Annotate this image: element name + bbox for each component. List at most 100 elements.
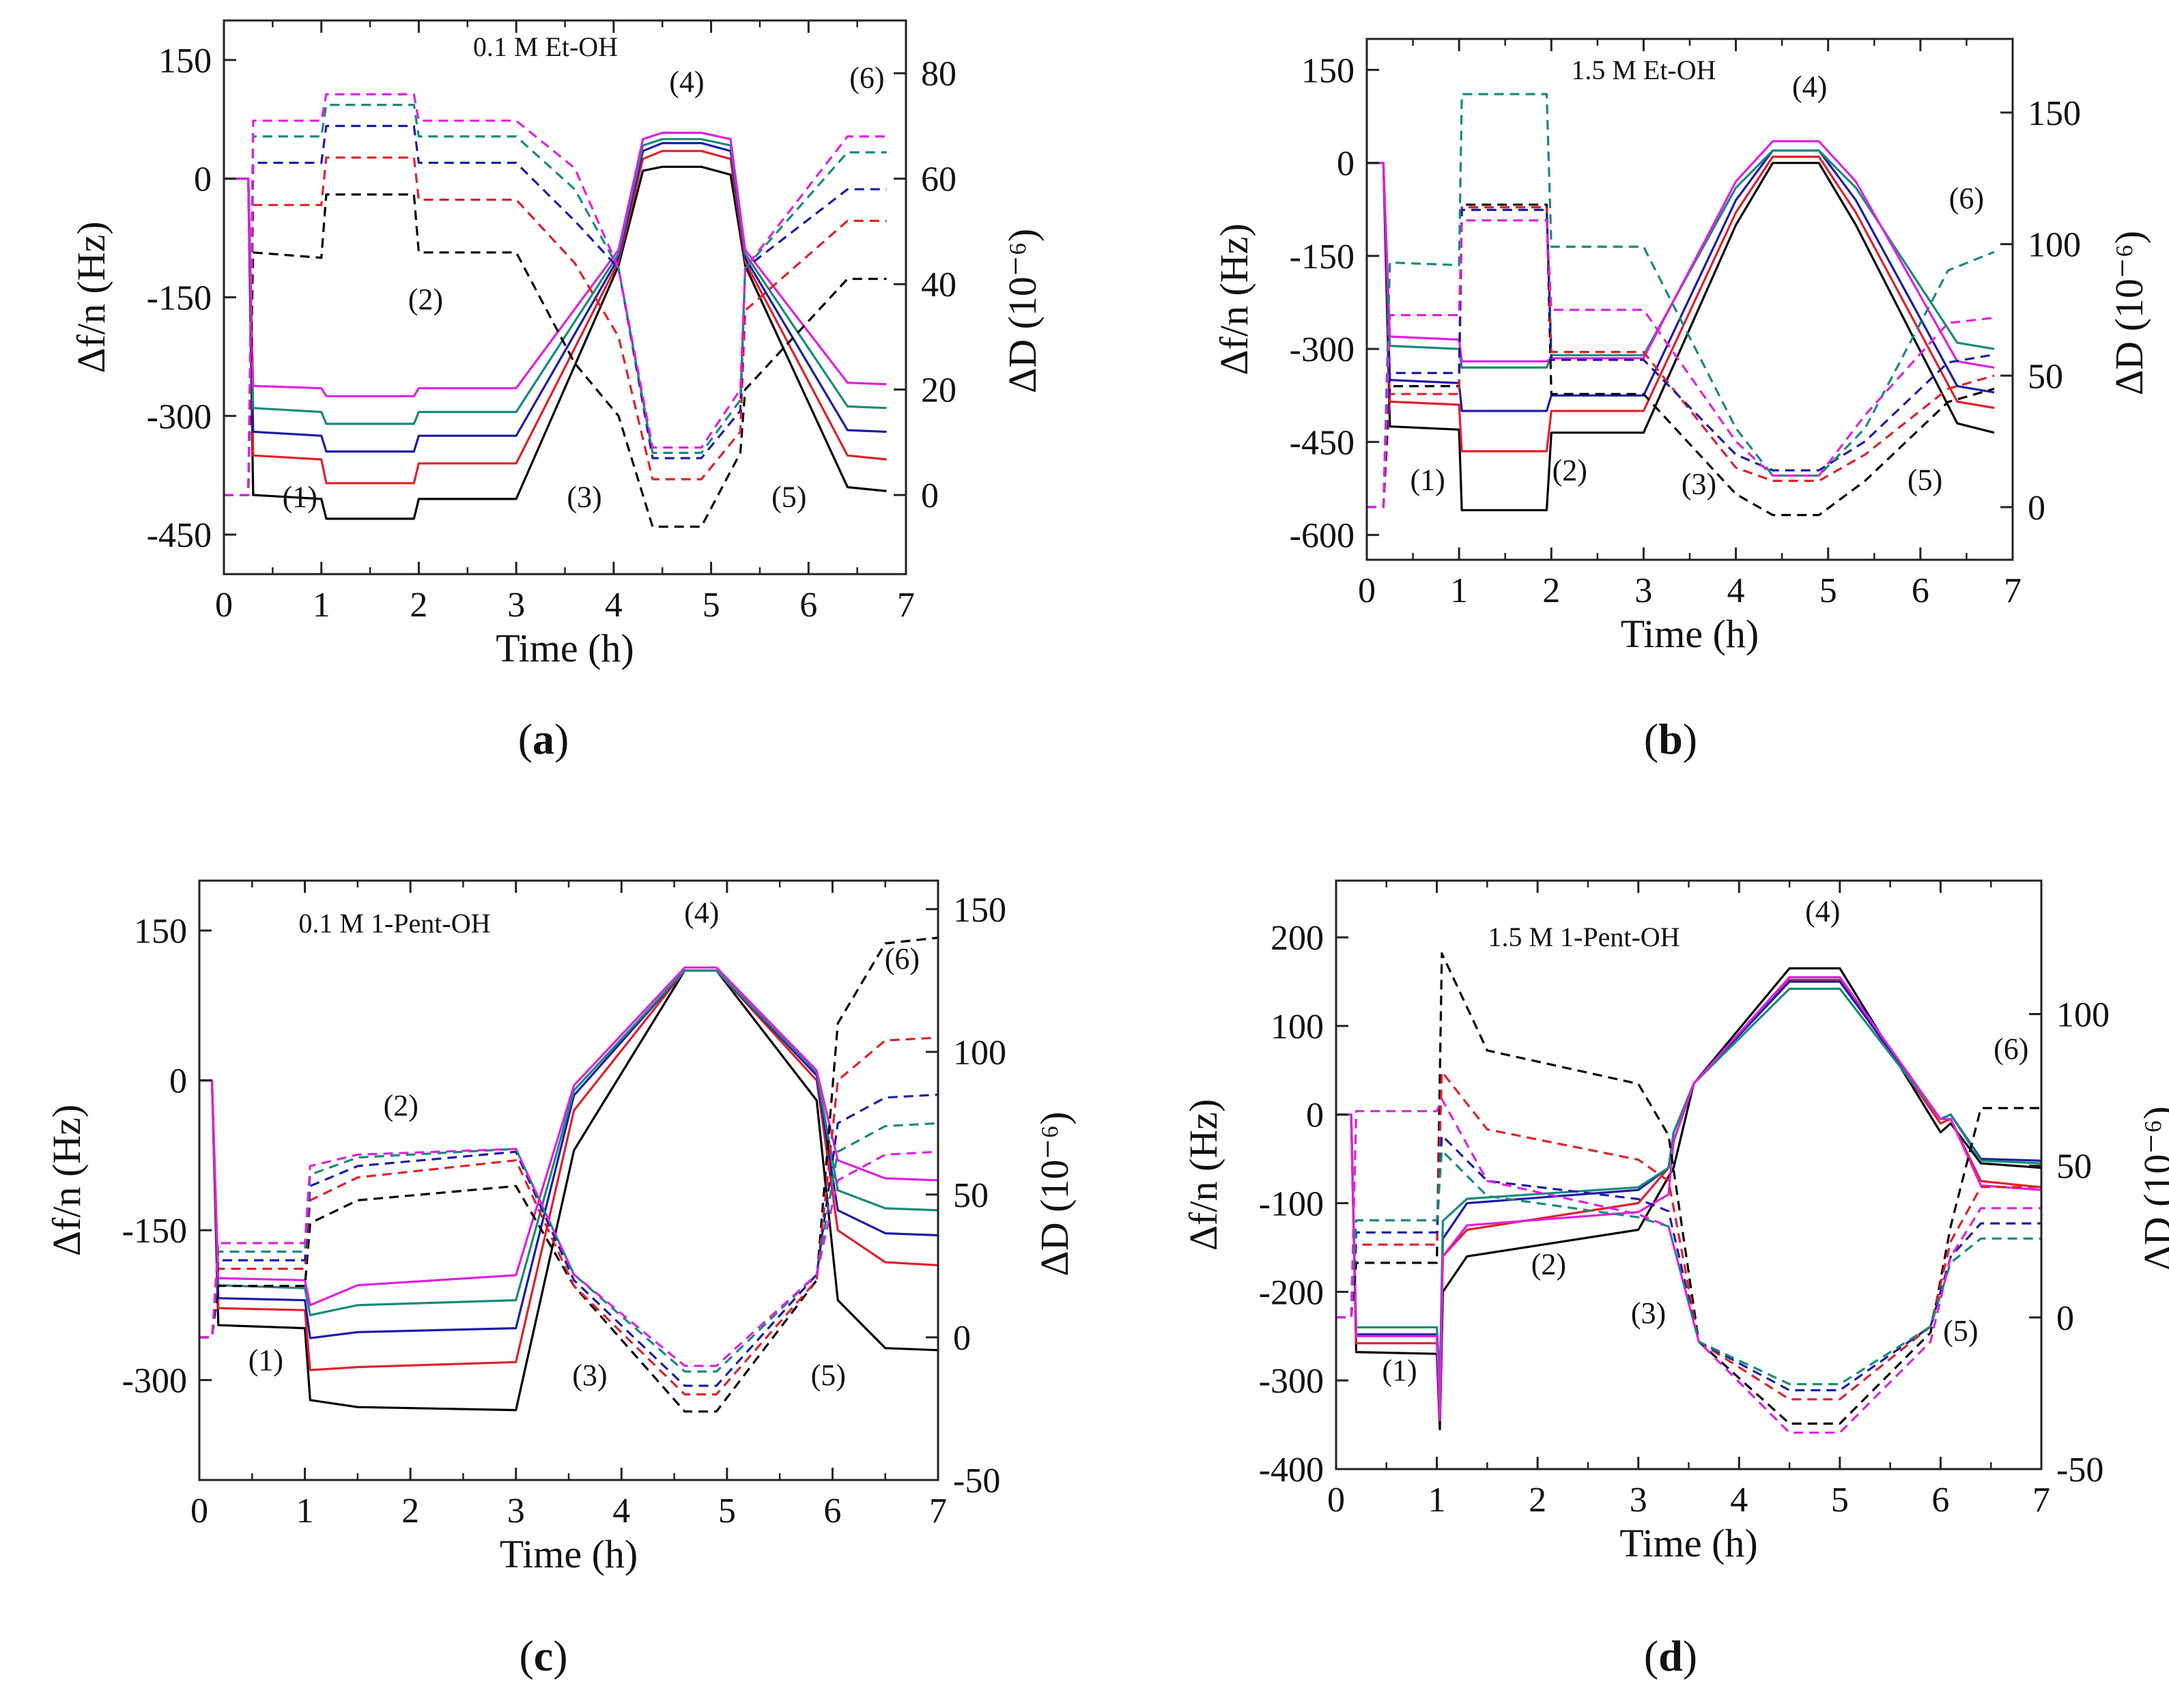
series-line-dashed-6 xyxy=(199,1036,938,1396)
y-tick-label: -100 xyxy=(1259,1185,1324,1224)
x-tick-label: 2 xyxy=(410,586,427,625)
series-group xyxy=(224,93,887,528)
plot-title: 1.5 M 1-Pent-OH xyxy=(1488,922,1679,952)
x-tick-label: 5 xyxy=(1819,571,1837,610)
x-axis-label: Time (h) xyxy=(1619,1521,1758,1565)
y-tick-label: -600 xyxy=(1290,517,1355,556)
step-annotation: (3) xyxy=(1682,468,1716,501)
y-tick-label: -300 xyxy=(1259,1362,1324,1401)
y2-axis-label: ΔD (10⁻⁶) xyxy=(2107,231,2151,395)
step-annotation: (1) xyxy=(283,481,317,514)
series-line-dashed-9 xyxy=(224,93,887,496)
series-line-solid-3 xyxy=(1336,987,2041,1382)
series-line-solid-4 xyxy=(199,966,938,1307)
step-annotation: (2) xyxy=(384,1089,419,1122)
y2-tick-label: -50 xyxy=(953,1462,1000,1500)
step-annotation: (4) xyxy=(669,65,704,98)
panel-letter: c xyxy=(534,1632,553,1680)
x-tick-label: 1 xyxy=(1428,1481,1446,1520)
plot-title: 0.1 M Et-OH xyxy=(473,31,618,62)
y-tick-label: 0 xyxy=(1337,145,1355,184)
series-line-solid-3 xyxy=(1367,149,1995,369)
y-axis-label: Δf/n (Hz) xyxy=(1212,223,1256,375)
series-line-dashed-5 xyxy=(1336,952,2041,1425)
series-line-dashed-7 xyxy=(1367,208,1995,509)
step-annotation: (5) xyxy=(771,481,806,514)
step-annotation: (1) xyxy=(1382,1354,1417,1387)
step-annotation: (3) xyxy=(1631,1296,1666,1330)
y2-tick-label: 40 xyxy=(921,266,956,304)
series-line-solid-0 xyxy=(1367,162,1995,511)
y2-tick-label: 80 xyxy=(921,55,956,94)
series-line-solid-0 xyxy=(224,165,887,520)
step-annotation: (5) xyxy=(1943,1314,1978,1348)
step-annotation: (2) xyxy=(1531,1247,1566,1281)
y2-tick-label: 100 xyxy=(2056,996,2110,1035)
y-tick-label: -450 xyxy=(1290,423,1355,462)
x-axis-label: Time (h) xyxy=(500,1532,638,1576)
series-line-solid-0 xyxy=(199,969,938,1412)
y-tick-label: -300 xyxy=(122,1362,187,1401)
step-annotation: (6) xyxy=(849,61,884,94)
series-line-solid-0 xyxy=(1336,967,2041,1431)
series-line-dashed-8 xyxy=(1367,93,1995,509)
y-axis-label: Δf/n (Hz) xyxy=(1181,1099,1225,1251)
x-tick-label: 3 xyxy=(1634,571,1652,610)
x-tick-label: 7 xyxy=(929,1492,947,1531)
series-line-dashed-8 xyxy=(199,1122,938,1373)
x-axis-label: Time (h) xyxy=(1621,612,1759,656)
panel-b: 0 1 2 3 4 5 6 71500-150-300-450-600050100150Tim… xyxy=(1212,38,2151,763)
x-tick-label: 3 xyxy=(507,1492,525,1531)
step-annotation: (5) xyxy=(1908,463,1942,496)
series-line-dashed-8 xyxy=(224,104,887,496)
x-tick-label: 7 xyxy=(897,586,915,625)
series-group xyxy=(1367,93,1995,517)
y-tick-label: 0 xyxy=(169,1062,187,1101)
step-annotation: (6) xyxy=(1994,1032,2028,1066)
step-annotation: (3) xyxy=(572,1358,607,1392)
y-tick-label: 200 xyxy=(1271,919,1324,958)
y-tick-label: -450 xyxy=(147,516,212,555)
step-annotation: (4) xyxy=(684,896,719,929)
x-tick-label: 6 xyxy=(1931,1481,1949,1520)
series-line-dashed-6 xyxy=(224,156,887,496)
y2-tick-label: 0 xyxy=(2056,1299,2074,1338)
x-tick-label: 3 xyxy=(1630,1481,1647,1520)
y-tick-label: -150 xyxy=(1290,238,1355,276)
x-tick-label: 5 xyxy=(1831,1481,1849,1520)
y-tick-label: 150 xyxy=(1301,51,1355,90)
y-tick-label: 150 xyxy=(158,42,212,81)
panel-label: (c) xyxy=(519,1632,567,1680)
x-tick-label: 4 xyxy=(1727,571,1745,610)
step-annotation: (2) xyxy=(408,283,443,316)
y-tick-label: -400 xyxy=(1259,1451,1324,1490)
x-tick-label: 1 xyxy=(1450,571,1468,610)
panel-c: 0 1 2 3 4 5 6 7 150 0 -150 -300 -50 0 50 100 150 Time (h)… xyxy=(44,879,1077,1680)
series-group xyxy=(199,937,938,1413)
y-tick-label: 100 xyxy=(1271,1008,1324,1047)
x-tick-label: 1 xyxy=(296,1492,314,1531)
y2-axis-label: ΔD (10⁻⁶) xyxy=(1000,229,1045,393)
y-axis-label: Δf/n (Hz) xyxy=(44,1105,89,1256)
x-tick-label: 4 xyxy=(1730,1481,1748,1520)
series-line-dashed-9 xyxy=(1367,219,1995,509)
step-annotation: (6) xyxy=(885,942,920,976)
step-annotation: (3) xyxy=(567,481,601,514)
series-line-dashed-5 xyxy=(1367,203,1995,517)
series-line-dashed-9 xyxy=(199,1148,938,1367)
x-tick-label: 0 xyxy=(1327,1481,1345,1520)
y2-tick-label: 60 xyxy=(921,160,956,199)
y2-tick-label: 0 xyxy=(921,476,939,515)
series-line-solid-1 xyxy=(1367,156,1995,453)
x-tick-label: 7 xyxy=(2032,1481,2050,1520)
x-tick-label: 5 xyxy=(703,586,720,625)
y2-tick-label: 100 xyxy=(2028,226,2081,265)
series-line-dashed-6 xyxy=(1336,1070,2041,1401)
y2-tick-label: 150 xyxy=(2028,94,2081,133)
y-tick-label: -200 xyxy=(1259,1273,1324,1312)
series-line-dashed-5 xyxy=(199,937,938,1413)
step-annotation: (1) xyxy=(1410,463,1445,496)
x-tick-label: 1 xyxy=(313,586,330,625)
panel-letter: d xyxy=(1658,1632,1683,1680)
series-line-solid-4 xyxy=(1336,976,2041,1422)
